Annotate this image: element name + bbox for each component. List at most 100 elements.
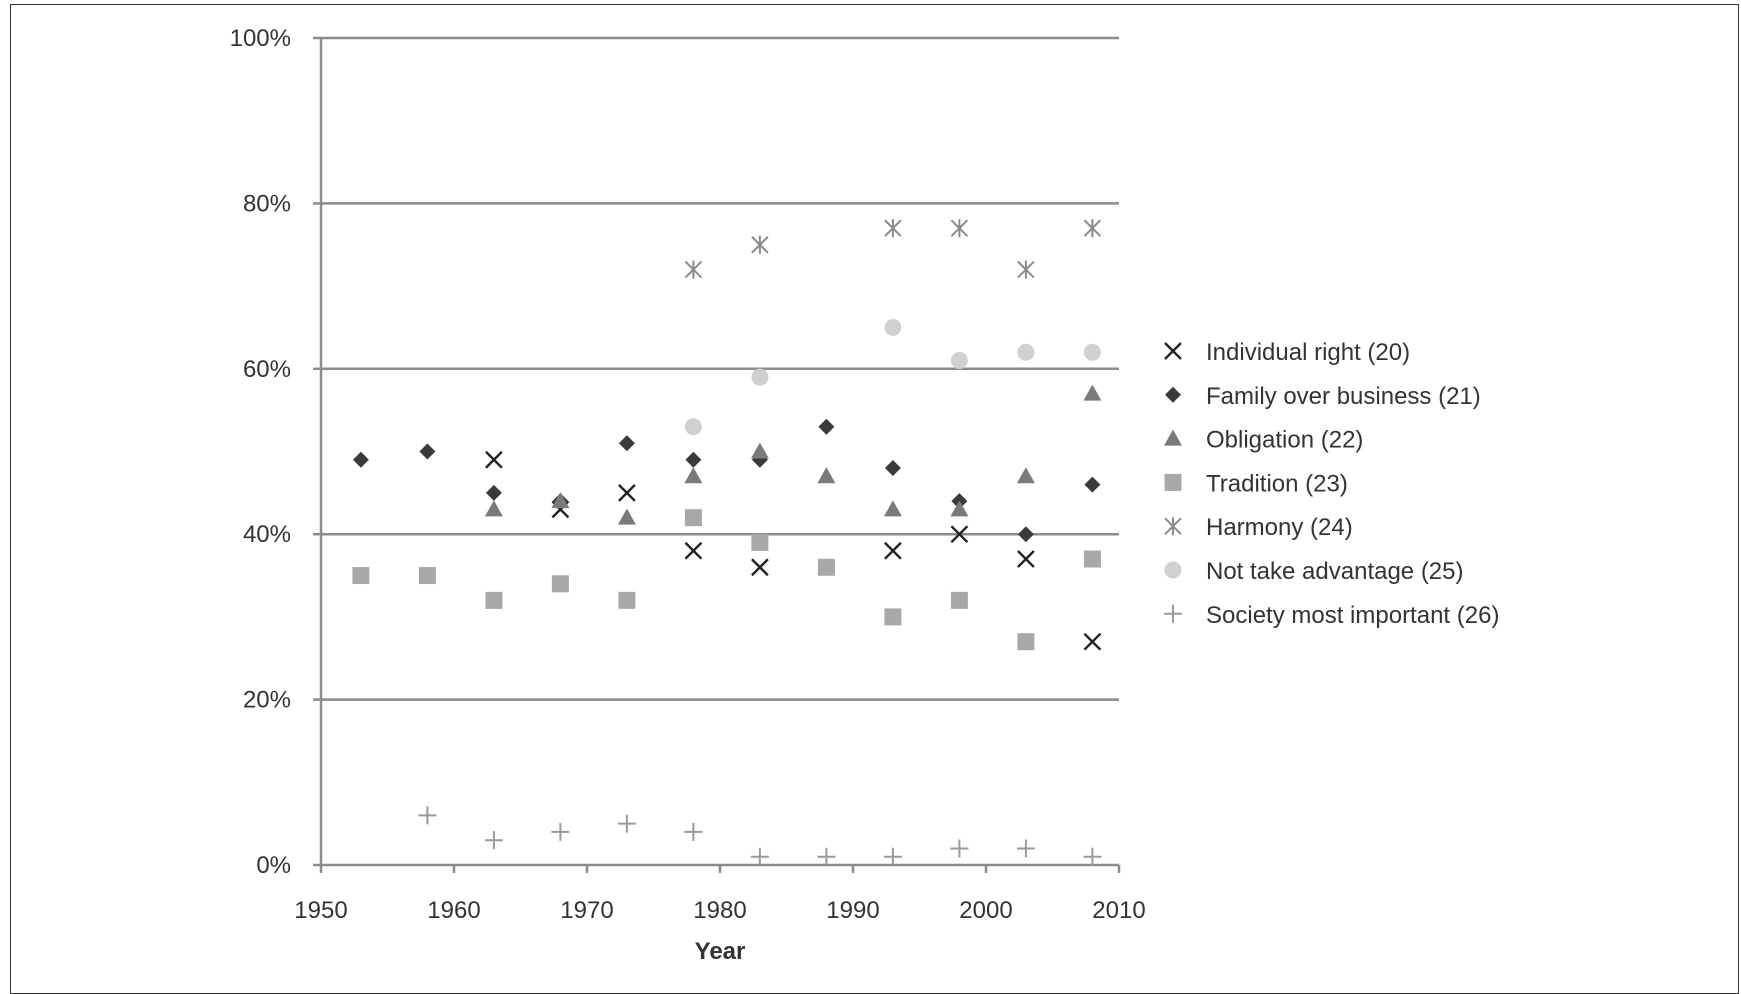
data-point (1083, 847, 1102, 866)
legend-item: Society most important (26) (1164, 602, 1499, 629)
data-point (950, 352, 968, 370)
data-point (1017, 526, 1034, 543)
data-point (751, 533, 769, 551)
data-point (884, 219, 902, 238)
x-axis-title: Year (695, 938, 746, 965)
data-point (618, 591, 636, 609)
y-tick-label: 20% (243, 687, 291, 714)
data-point (485, 591, 503, 609)
x-tick-label: 1960 (427, 897, 480, 924)
legend-marker (1164, 517, 1182, 536)
data-point (883, 847, 902, 866)
data-point (617, 814, 636, 833)
legend: Individual right (20) Family over busines… (1164, 339, 1499, 629)
data-point (551, 822, 570, 841)
data-point (751, 368, 769, 386)
x-tick-label: 1950 (294, 897, 347, 924)
data-point (684, 260, 703, 279)
data-point (950, 219, 969, 238)
y-tick-label: 100% (230, 25, 291, 52)
legend-marker (1164, 429, 1182, 446)
data-point (1083, 550, 1101, 568)
data-point (352, 451, 369, 468)
data-point (1017, 260, 1035, 279)
data-point (750, 442, 769, 459)
legend-marker (1165, 386, 1181, 403)
legend-item: Not take advantage (25) (1164, 558, 1464, 585)
legend-item: Harmony (24) (1164, 514, 1353, 541)
legend-marker (1164, 561, 1182, 579)
data-point (1016, 467, 1035, 484)
data-point (750, 847, 769, 866)
data-point (950, 591, 968, 609)
grid-layer (321, 36, 1119, 701)
legend-item: Tradition (23) (1164, 470, 1348, 497)
data-point (684, 541, 703, 560)
legend-label: Individual right (20) (1206, 339, 1410, 366)
data-point (751, 235, 769, 254)
legend-marker (1164, 473, 1182, 491)
data-point (618, 484, 636, 502)
x-tick-label: 1980 (693, 897, 746, 924)
legend-label: Society most important (26) (1206, 602, 1499, 629)
y-tick-label: 60% (243, 356, 291, 383)
x-tick-label: 2000 (959, 897, 1012, 924)
axes-layer: 0% 20% 40% 60% 80% 100% 1950 1960 1970 1980 1990 20… (230, 25, 1146, 924)
x-tick-label: 1970 (560, 897, 613, 924)
chart-frame (10, 4, 1739, 994)
data-point (418, 806, 437, 825)
data-point (1016, 839, 1035, 858)
data-point (418, 567, 436, 585)
data-point (484, 500, 503, 517)
data-point (818, 418, 835, 435)
data-point (618, 435, 635, 452)
legend-label: Family over business (21) (1206, 383, 1481, 410)
legend-item: Obligation (22) (1164, 427, 1363, 454)
legend-label: Tradition (23) (1206, 470, 1348, 497)
data-point (684, 822, 703, 841)
data-point (1083, 219, 1102, 238)
data-point (1083, 384, 1102, 401)
data-point (817, 847, 836, 866)
data-point (419, 443, 436, 460)
data-point (883, 500, 902, 517)
data-point (1017, 343, 1035, 361)
legend-marker (1164, 604, 1182, 623)
data-point (950, 525, 969, 544)
data-point (684, 467, 703, 484)
legend-marker (1164, 342, 1182, 360)
data-point (1083, 632, 1102, 651)
legend-item: Family over business (21) (1165, 383, 1481, 410)
data-point (484, 831, 503, 850)
data-point (1084, 476, 1101, 493)
data-point (950, 500, 969, 517)
data-point (684, 418, 702, 436)
data-point (884, 608, 902, 626)
data-point (352, 567, 370, 585)
x-tick-label: 1990 (826, 897, 879, 924)
data-point (884, 318, 902, 336)
data-point (551, 492, 570, 509)
data-point (751, 558, 769, 577)
data-point (817, 467, 836, 484)
data-point (884, 460, 901, 477)
legend-label: Not take advantage (25) (1206, 558, 1464, 585)
legend-item: Individual right (20) (1164, 339, 1410, 366)
data-point (684, 509, 702, 527)
y-tick-label: 0% (256, 852, 291, 879)
data-point (1017, 633, 1035, 651)
data-point (551, 575, 569, 593)
data-point (485, 450, 503, 469)
data-point (485, 484, 502, 501)
data-point (617, 508, 636, 525)
y-tick-label: 80% (243, 190, 291, 217)
data-point (1083, 343, 1101, 361)
legend-label: Harmony (24) (1206, 514, 1353, 541)
x-tick-label: 2010 (1092, 897, 1145, 924)
legend-label: Obligation (22) (1206, 427, 1363, 454)
data-point (817, 558, 835, 576)
data-point (1017, 550, 1035, 568)
data-point (884, 541, 902, 560)
y-tick-label: 40% (243, 521, 291, 548)
